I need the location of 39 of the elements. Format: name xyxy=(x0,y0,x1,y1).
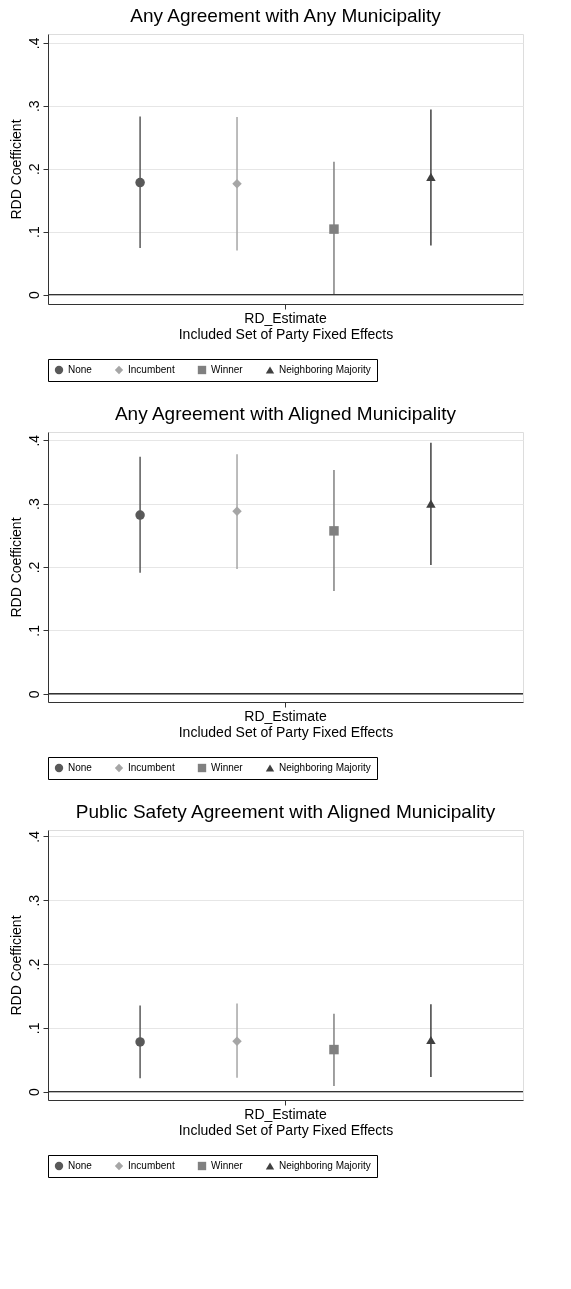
legend-label: Winner xyxy=(211,364,244,375)
legend-label: Neighboring Majority xyxy=(279,1160,371,1171)
y-tick-label: .1 xyxy=(25,624,42,637)
legend-label: Neighboring Majority xyxy=(279,762,371,773)
y-axis-title: RDD Coefficient xyxy=(7,517,24,618)
x-axis-title: Included Set of Party Fixed Effects xyxy=(178,325,394,342)
chart-title: Any Agreement with Any Municipality xyxy=(130,5,442,26)
y-tick-label: .3 xyxy=(25,100,42,113)
chart-title: Public Safety Agreement with Aligned Municipality xyxy=(75,801,496,822)
x-tick-label: RD_Estimate xyxy=(244,1105,327,1122)
legend-label: Incumbent xyxy=(128,1160,175,1171)
y-tick-label: .3 xyxy=(25,498,42,510)
y-tick-label: .2 xyxy=(25,561,42,574)
legend-label: None xyxy=(68,762,93,773)
x-tick-label: RD_Estimate xyxy=(244,707,327,724)
y-tick-label: .4 xyxy=(25,37,42,50)
y-tick-label: .2 xyxy=(25,958,42,971)
legend-label: Neighboring Majority xyxy=(279,364,371,375)
y-tick-label: .1 xyxy=(25,226,42,238)
chart-title: Any Agreement with Aligned Municipality xyxy=(114,403,457,424)
legend-label: None xyxy=(68,1160,93,1171)
legend-label: None xyxy=(68,364,93,375)
y-tick-label: .4 xyxy=(25,434,42,447)
y-tick-label: .1 xyxy=(25,1022,42,1035)
y-tick-label: 0 xyxy=(25,290,42,299)
legend-label: Winner xyxy=(211,1160,244,1171)
legend-label: Incumbent xyxy=(128,364,175,375)
y-axis-title: RDD Coefficient xyxy=(7,915,24,1016)
y-tick-label: .2 xyxy=(25,163,42,176)
y-axis-title: RDD Coefficient xyxy=(7,119,24,220)
legend-label: Winner xyxy=(211,762,244,773)
x-tick-label: RD_Estimate xyxy=(244,309,327,326)
x-axis-title: Included Set of Party Fixed Effects xyxy=(178,723,394,740)
y-tick-label: 0 xyxy=(25,690,42,699)
y-tick-label: 0 xyxy=(25,1088,42,1097)
y-tick-label: .4 xyxy=(25,830,42,843)
legend-label: Incumbent xyxy=(128,762,175,773)
x-axis-title: Included Set of Party Fixed Effects xyxy=(178,1121,394,1138)
y-tick-label: .3 xyxy=(25,894,42,907)
